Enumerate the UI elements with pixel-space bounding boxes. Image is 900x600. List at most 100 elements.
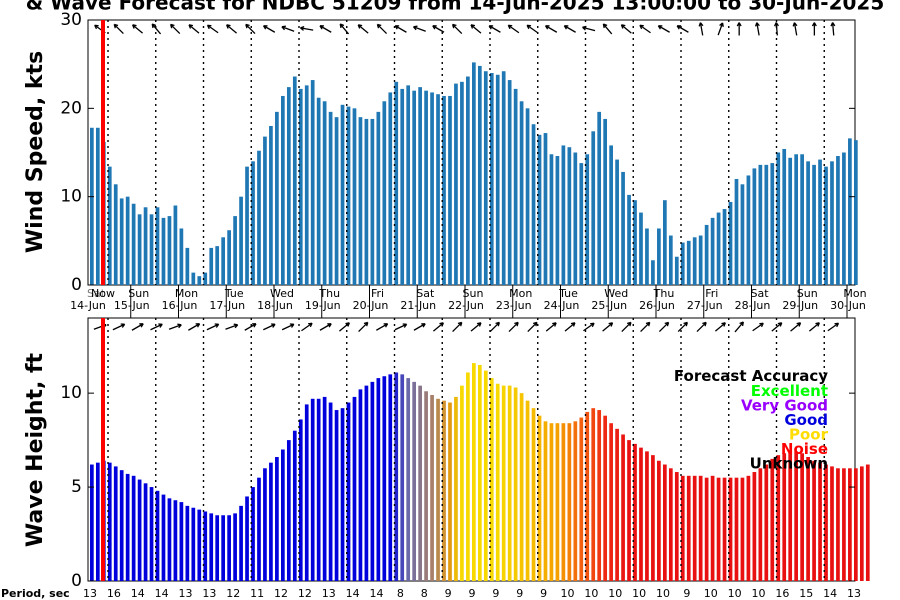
period-value: 14 [823,587,837,600]
wave-bar [340,408,345,581]
wave-bar [203,511,208,581]
wave-bar [364,385,369,581]
wind-ytick-label: 10 [60,187,82,207]
period-value: 12 [226,587,240,600]
wave-bar [173,500,178,581]
day-tick-date: 26-Jun [639,299,675,312]
wave-bar [567,423,572,581]
wave-plot-frame [87,317,856,582]
wind-bar [525,108,530,285]
direction-arrow-icon [263,25,276,33]
wave-bar [90,464,94,581]
direction-arrow-icon [112,323,126,331]
direction-arrow-icon [639,24,651,34]
direction-arrow-icon [131,323,144,331]
day-tick-date: 21-Jun [400,299,436,312]
direction-arrow-icon [319,25,332,33]
wind-bar [113,184,118,285]
direction-arrow-icon [563,25,576,33]
direction-arrow-icon [151,23,162,35]
wind-bar [698,235,703,285]
wave-bar [352,396,357,581]
period-value: 10 [584,587,598,600]
wave-bar [854,468,858,581]
wind-bar [149,214,154,285]
wave-bar [621,434,625,581]
wind-bar [824,166,828,285]
period-value: 8 [397,587,404,600]
wind-bar [818,159,822,285]
wind-bar [346,106,351,285]
wind-bar [239,196,243,285]
wind-bar [507,80,512,285]
wind-bar [310,80,315,285]
direction-arrow-icon [132,24,143,34]
wave-bar [346,402,351,581]
day-tick-dow: Thu [318,287,340,300]
direction-arrow-icon [244,323,257,331]
wave-bar [137,479,142,581]
direction-arrow-icon [754,22,760,36]
period-value: 12 [298,587,312,600]
wind-bar [257,150,261,285]
wave-bar [388,374,393,581]
wave-bar [764,464,769,581]
wind-bar [292,76,297,285]
wave-bar [734,477,739,581]
wind-bar [436,94,440,285]
wind-bar [680,242,685,285]
wind-bar [304,85,309,286]
wind-bar [263,136,267,285]
wave-bar [609,423,613,581]
wave-bar [448,402,452,581]
period-value: 10 [561,587,575,600]
wind-bar [454,83,458,285]
day-tick-date: 23-Jun [496,299,532,312]
direction-arrow-icon [790,322,802,332]
wind-bar [334,117,339,285]
period-value: 13 [322,587,336,600]
wind-bar [477,65,482,286]
direction-arrow-icon [736,22,742,36]
wind-bar [245,166,249,285]
period-value: 9 [683,587,690,600]
direction-arrow-icon [792,22,798,36]
wind-bar [173,205,178,285]
day-tick-dow: Sun [463,287,484,300]
wind-bar [776,152,781,285]
wave-bar [651,455,655,581]
wave-bar [454,396,458,581]
wind-bar [382,101,387,286]
direction-arrow-icon [113,23,124,35]
direction-arrow-icon [527,321,538,333]
day-tick-date: 24-Jun [544,299,580,312]
direction-arrow-icon [698,22,704,36]
direction-arrow-icon [358,321,369,333]
wave-bar [489,378,494,581]
direction-arrow-icon [827,322,840,332]
direction-arrow-icon [676,25,689,33]
period-value: 14 [131,587,145,600]
wind-bar [501,71,506,285]
wind-bar [215,246,220,285]
wind-bar [466,76,470,285]
wave-bar [812,460,816,581]
wind-speed-panel: 0102030Now14-JunSun15-JunMon16-JunTue17-… [60,10,867,318]
wind-bar [281,95,285,285]
direction-arrow-icon [301,322,313,332]
wave-bar [519,393,524,581]
period-value: 10 [608,587,622,600]
wave-bar [513,387,518,581]
wind-bar [251,161,255,285]
wave-bar [286,440,291,581]
direction-arrow-icon [774,22,779,36]
period-value: 13 [83,587,97,600]
wind-ytick-label: 30 [60,10,82,30]
wave-bar [298,419,303,581]
wind-ytick-label: 0 [71,275,82,295]
wave-bar [215,515,220,581]
wave-bar [328,402,333,581]
wave-bar [179,502,184,581]
period-value: 11 [250,587,264,600]
